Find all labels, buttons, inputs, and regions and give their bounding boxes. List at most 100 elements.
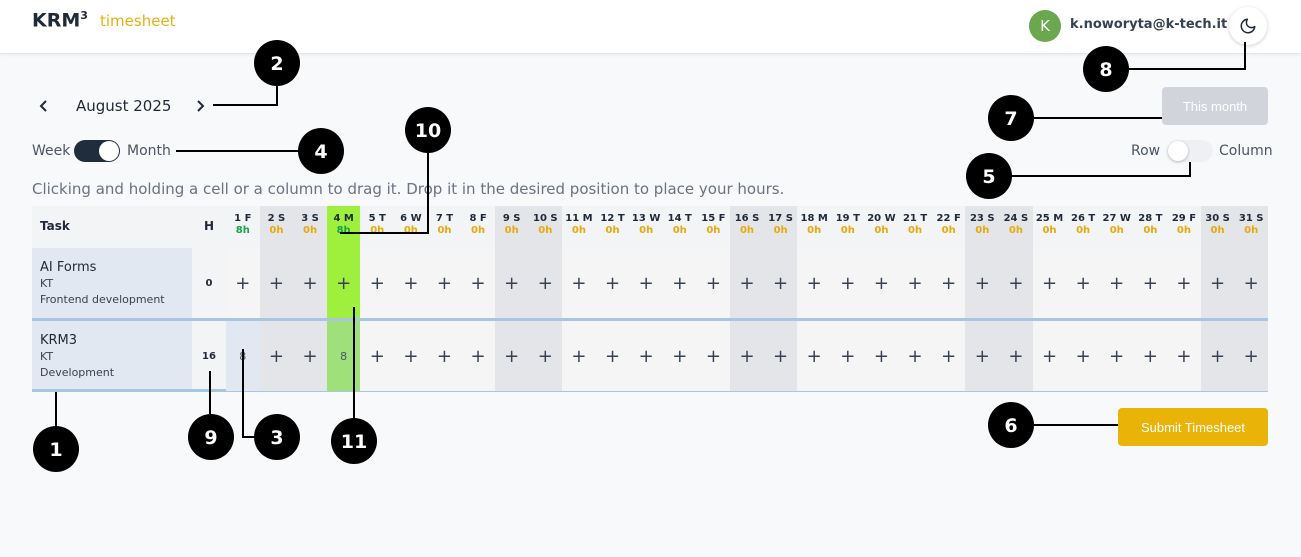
day-column-header[interactable]: 15 F 0h (696, 206, 731, 248)
day-column-header[interactable]: 16 S 0h (730, 206, 764, 248)
day-column-header[interactable]: 2 S 0h (259, 206, 294, 248)
add-hours-cell[interactable]: + (461, 248, 495, 318)
add-hours-cell[interactable]: + (898, 321, 932, 391)
week-month-toggle[interactable] (74, 140, 120, 162)
add-hours-cell[interactable]: + (360, 248, 395, 318)
add-hours-cell[interactable]: + (394, 248, 428, 318)
add-hours-cell[interactable]: + (999, 321, 1033, 391)
add-hours-cell[interactable]: + (1066, 321, 1100, 391)
day-column-header[interactable]: 19 T 0h (831, 206, 865, 248)
task-row-krm3[interactable]: KRM3 KT Development (32, 321, 192, 391)
add-hours-cell[interactable]: + (730, 321, 764, 391)
this-month-button[interactable]: This month (1162, 87, 1268, 125)
add-hours-cell[interactable]: + (427, 321, 462, 391)
add-hours-cell[interactable]: + (1099, 248, 1134, 318)
add-hours-cell[interactable]: + (1032, 321, 1067, 391)
add-hours-cell[interactable]: + (1133, 248, 1168, 318)
add-hours-cell[interactable]: + (360, 321, 395, 391)
hours-cell[interactable]: 8 (326, 321, 361, 391)
day-column-header[interactable]: 8 F 0h (461, 206, 495, 248)
day-column-header[interactable]: 26 T 0h (1066, 206, 1100, 248)
day-column-header[interactable]: 1 F 8h (226, 206, 260, 248)
add-hours-cell[interactable]: + (1167, 321, 1201, 391)
day-column-header[interactable]: 6 W 0h (394, 206, 428, 248)
add-hours-cell[interactable]: + (696, 248, 731, 318)
submit-timesheet-button[interactable]: Submit Timesheet (1118, 408, 1268, 446)
avatar[interactable]: K (1029, 10, 1061, 42)
add-hours-cell[interactable]: + (1099, 321, 1134, 391)
add-hours-cell[interactable]: + (494, 248, 529, 318)
add-hours-cell[interactable]: + (763, 321, 798, 391)
day-column-header[interactable]: 10 S 0h (528, 206, 563, 248)
day-column-header[interactable]: 29 F 0h (1167, 206, 1201, 248)
add-hours-cell[interactable]: + (1200, 321, 1235, 391)
day-column-header[interactable]: 27 W 0h (1099, 206, 1134, 248)
day-column-header[interactable]: 21 T 0h (898, 206, 932, 248)
add-hours-cell[interactable]: + (864, 321, 899, 391)
day-column-header[interactable]: 18 M 0h (797, 206, 832, 248)
add-hours-cell[interactable]: + (864, 248, 899, 318)
prev-month-button[interactable] (34, 96, 54, 116)
day-column-header[interactable]: 24 S 0h (999, 206, 1033, 248)
day-column-header[interactable]: 7 T 0h (427, 206, 462, 248)
add-hours-cell[interactable]: + (999, 248, 1033, 318)
day-column-header[interactable]: 20 W 0h (864, 206, 899, 248)
next-month-button[interactable] (190, 96, 210, 116)
day-column-header[interactable]: 23 S 0h (965, 206, 1000, 248)
add-hours-cell[interactable]: + (629, 321, 663, 391)
add-hours-cell[interactable]: + (1032, 248, 1067, 318)
add-hours-cell[interactable]: + (662, 248, 697, 318)
add-hours-cell[interactable]: + (562, 248, 596, 318)
add-hours-cell[interactable]: + (528, 321, 563, 391)
add-hours-cell[interactable]: + (898, 248, 932, 318)
add-hours-cell[interactable]: + (1200, 248, 1235, 318)
add-hours-cell[interactable]: + (730, 248, 764, 318)
day-column-header[interactable]: 11 M 0h (562, 206, 596, 248)
day-column-header[interactable]: 5 T 0h (360, 206, 395, 248)
add-hours-cell[interactable]: + (494, 321, 529, 391)
add-hours-cell[interactable]: + (831, 248, 865, 318)
add-hours-cell[interactable]: + (931, 248, 966, 318)
hours-cell[interactable]: 8 (226, 321, 260, 391)
add-hours-cell[interactable]: + (1167, 248, 1201, 318)
day-column-header[interactable]: 3 S 0h (293, 206, 327, 248)
theme-toggle-button[interactable] (1229, 7, 1267, 45)
add-hours-cell[interactable]: + (1133, 321, 1168, 391)
add-hours-cell[interactable]: + (696, 321, 731, 391)
add-hours-cell[interactable]: + (629, 248, 663, 318)
day-column-header[interactable]: 12 T 0h (595, 206, 630, 248)
day-column-header[interactable]: 30 S 0h (1200, 206, 1235, 248)
row-column-toggle[interactable] (1167, 140, 1213, 162)
add-hours-cell[interactable]: + (394, 321, 428, 391)
add-hours-cell[interactable]: + (1234, 248, 1268, 318)
add-hours-cell[interactable]: + (763, 248, 798, 318)
add-hours-cell[interactable]: + (595, 321, 630, 391)
user-email[interactable]: k.noworyta@k-tech.it (1070, 17, 1228, 32)
add-hours-cell[interactable]: + (226, 248, 260, 318)
add-hours-cell[interactable]: + (1234, 321, 1268, 391)
day-column-header[interactable]: 22 F 0h (931, 206, 966, 248)
day-column-header[interactable]: 14 T 0h (662, 206, 697, 248)
add-hours-cell[interactable]: + (797, 248, 832, 318)
add-hours-cell[interactable]: + (326, 248, 361, 318)
day-column-header[interactable]: 25 M 0h (1032, 206, 1067, 248)
add-hours-cell[interactable]: + (662, 321, 697, 391)
add-hours-cell[interactable]: + (595, 248, 630, 318)
add-hours-cell[interactable]: + (931, 321, 966, 391)
add-hours-cell[interactable]: + (461, 321, 495, 391)
day-column-header[interactable]: 9 S 0h (494, 206, 529, 248)
add-hours-cell[interactable]: + (1066, 248, 1100, 318)
task-row-ai-forms[interactable]: AI Forms KT Frontend development (32, 248, 192, 318)
add-hours-cell[interactable]: + (259, 248, 294, 318)
day-column-header[interactable]: 4 M 8h (326, 206, 361, 248)
add-hours-cell[interactable]: + (427, 248, 462, 318)
add-hours-cell[interactable]: + (293, 248, 327, 318)
add-hours-cell[interactable]: + (528, 248, 563, 318)
add-hours-cell[interactable]: + (562, 321, 596, 391)
add-hours-cell[interactable]: + (965, 321, 1000, 391)
add-hours-cell[interactable]: + (259, 321, 294, 391)
add-hours-cell[interactable]: + (965, 248, 1000, 318)
add-hours-cell[interactable]: + (831, 321, 865, 391)
day-column-header[interactable]: 31 S 0h (1234, 206, 1268, 248)
day-column-header[interactable]: 17 S 0h (763, 206, 798, 248)
